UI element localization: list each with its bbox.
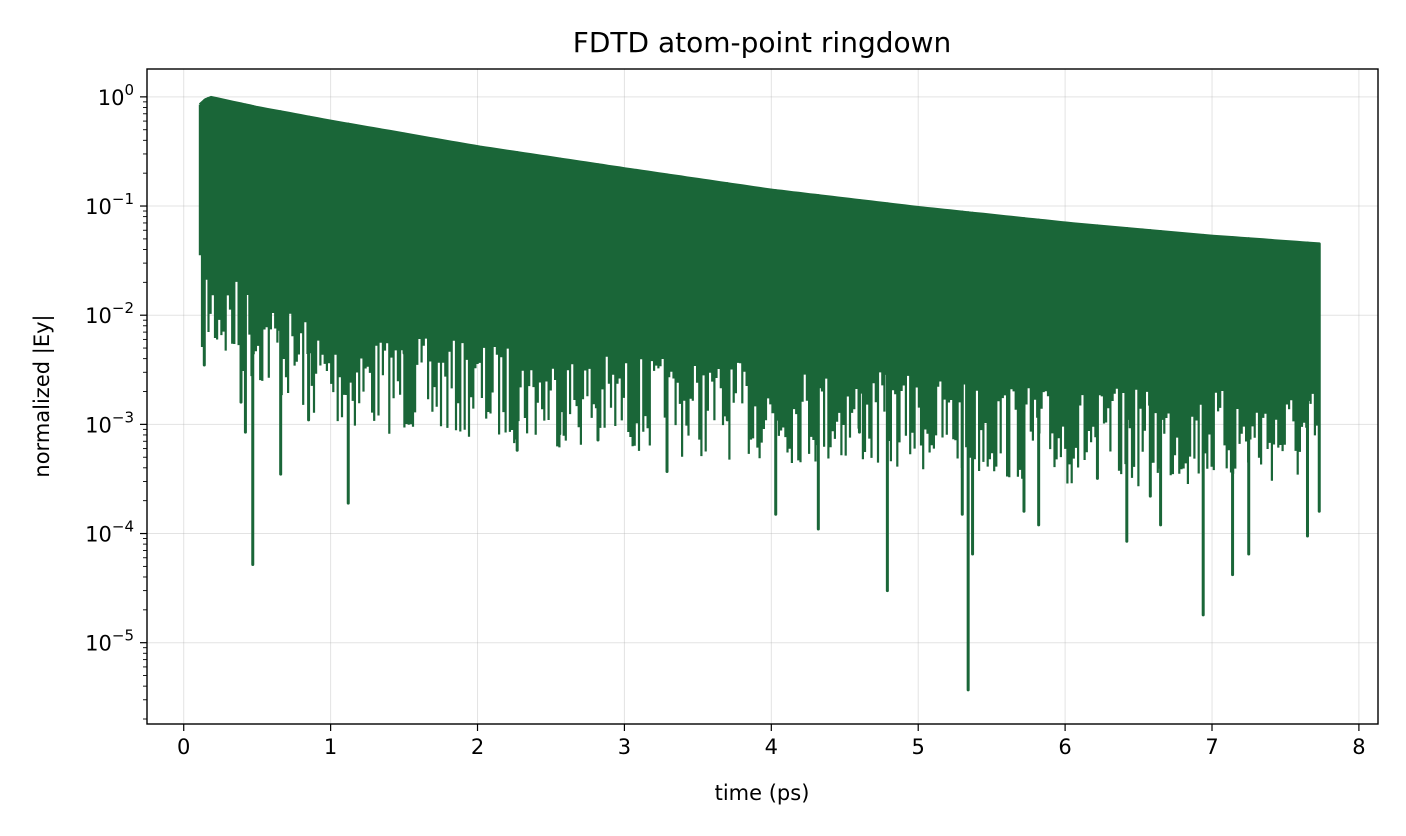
x-tick-label: 7 — [1205, 735, 1218, 759]
x-tick-label: 2 — [471, 735, 484, 759]
y-tick-label: 10−2 — [85, 299, 134, 328]
x-axis-ticks: 0 1 2 3 4 5 6 7 8 — [177, 724, 1366, 759]
y-tick-label: 10−5 — [85, 627, 134, 656]
y-axis-label: normalized |Ey| — [30, 314, 55, 477]
x-tick-label: 5 — [912, 735, 925, 759]
x-tick-label: 8 — [1352, 735, 1365, 759]
x-tick-label: 4 — [765, 735, 778, 759]
signal-envelope — [198, 95, 1320, 246]
x-tick-label: 0 — [177, 735, 190, 759]
chart-title: FDTD atom-point ringdown — [573, 26, 952, 59]
y-tick-label: 10−3 — [85, 408, 134, 437]
y-tick-label: 100 — [98, 81, 134, 110]
x-axis-label: time (ps) — [715, 781, 810, 805]
x-tick-label: 6 — [1058, 735, 1071, 759]
x-tick-label: 3 — [618, 735, 631, 759]
y-axis-ticks: 10−5 10−4 10−3 10−2 10−1 100 — [85, 81, 147, 720]
axes-frame — [146, 68, 1379, 725]
y-tick-label: 10−1 — [85, 190, 134, 219]
y-tick-label: 10−4 — [85, 518, 134, 547]
signal-oscillation — [198, 97, 1321, 487]
x-tick-label: 1 — [324, 735, 337, 759]
plot-data — [198, 95, 1321, 692]
